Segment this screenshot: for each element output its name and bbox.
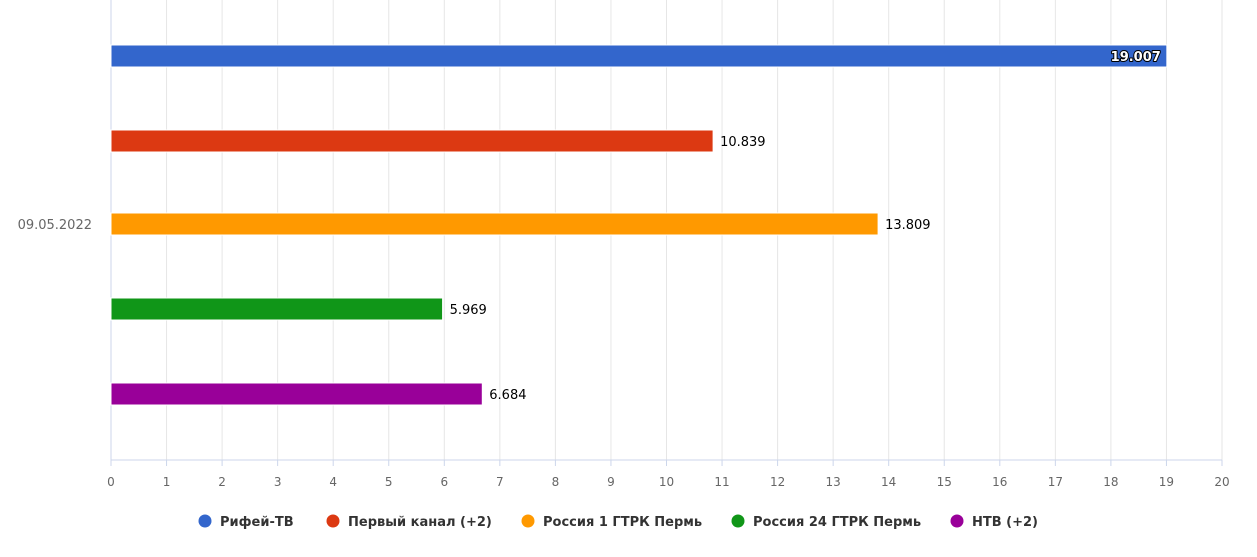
x-tick-label: 7	[496, 475, 504, 489]
x-tick-label: 1	[163, 475, 171, 489]
legend-marker	[731, 514, 745, 528]
x-tick-label: 8	[552, 475, 560, 489]
data-label: 10.839	[720, 135, 766, 150]
legend-label: Первый канал (+2)	[348, 515, 492, 530]
x-tick-label: 4	[329, 475, 337, 489]
data-label: 5.969	[450, 303, 487, 318]
x-tick-label: 10	[659, 475, 674, 489]
legend-label: НТВ (+2)	[972, 515, 1038, 530]
x-tick-label: 20	[1214, 475, 1229, 489]
x-tick-label: 0	[107, 475, 115, 489]
bar[interactable]	[110, 44, 1168, 68]
legend-item[interactable]: НТВ (+2)	[950, 514, 1039, 531]
x-tick-label: 19	[1159, 475, 1174, 489]
legend-label: Россия 1 ГТРК Пермь	[543, 515, 702, 530]
legend-marker	[326, 514, 340, 528]
legend-label: Россия 24 ГТРК Пермь	[753, 515, 921, 530]
category-label: 09.05.2022	[18, 218, 92, 233]
x-tick-label: 18	[1103, 475, 1118, 489]
x-tick-label: 16	[992, 475, 1007, 489]
x-tick-label: 3	[274, 475, 282, 489]
legend-label: Рифей-ТВ	[220, 515, 294, 530]
bar[interactable]	[110, 212, 879, 236]
data-label: 13.809	[885, 218, 931, 233]
x-tick-label: 17	[1048, 475, 1063, 489]
x-tick-label: 14	[881, 475, 896, 489]
x-tick-label: 11	[714, 475, 729, 489]
legend-item[interactable]: Первый канал (+2)	[326, 514, 492, 531]
legend-marker	[521, 514, 535, 528]
legend-item[interactable]: Россия 1 ГТРК Пермь	[521, 514, 703, 531]
legend-item[interactable]: Россия 24 ГТРК Пермь	[731, 514, 922, 531]
bar[interactable]	[110, 129, 714, 153]
legend-marker	[950, 514, 964, 528]
data-label: 19.007	[1111, 50, 1161, 65]
legend-marker	[198, 514, 212, 528]
legend-item[interactable]: Рифей-ТВ	[198, 514, 294, 531]
x-tick-label: 9	[607, 475, 615, 489]
x-tick-label: 12	[770, 475, 785, 489]
x-tick-label: 2	[218, 475, 226, 489]
data-label: 6.684	[489, 388, 526, 403]
x-tick-label: 15	[937, 475, 952, 489]
x-tick-label: 5	[385, 475, 393, 489]
x-tick-label: 13	[826, 475, 841, 489]
x-tick-label: 6	[440, 475, 448, 489]
bar[interactable]	[110, 382, 483, 406]
bar[interactable]	[110, 297, 444, 321]
